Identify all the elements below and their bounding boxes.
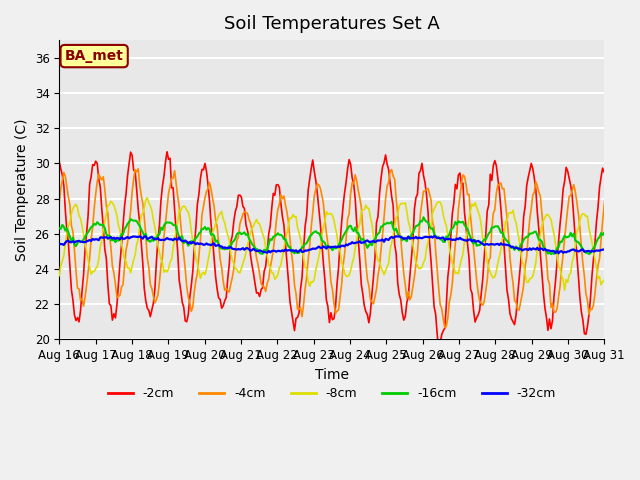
X-axis label: Time: Time — [315, 368, 349, 382]
Text: BA_met: BA_met — [65, 49, 124, 63]
Y-axis label: Soil Temperature (C): Soil Temperature (C) — [15, 119, 29, 261]
Legend: -2cm, -4cm, -8cm, -16cm, -32cm: -2cm, -4cm, -8cm, -16cm, -32cm — [102, 382, 561, 405]
Title: Soil Temperatures Set A: Soil Temperatures Set A — [224, 15, 440, 33]
